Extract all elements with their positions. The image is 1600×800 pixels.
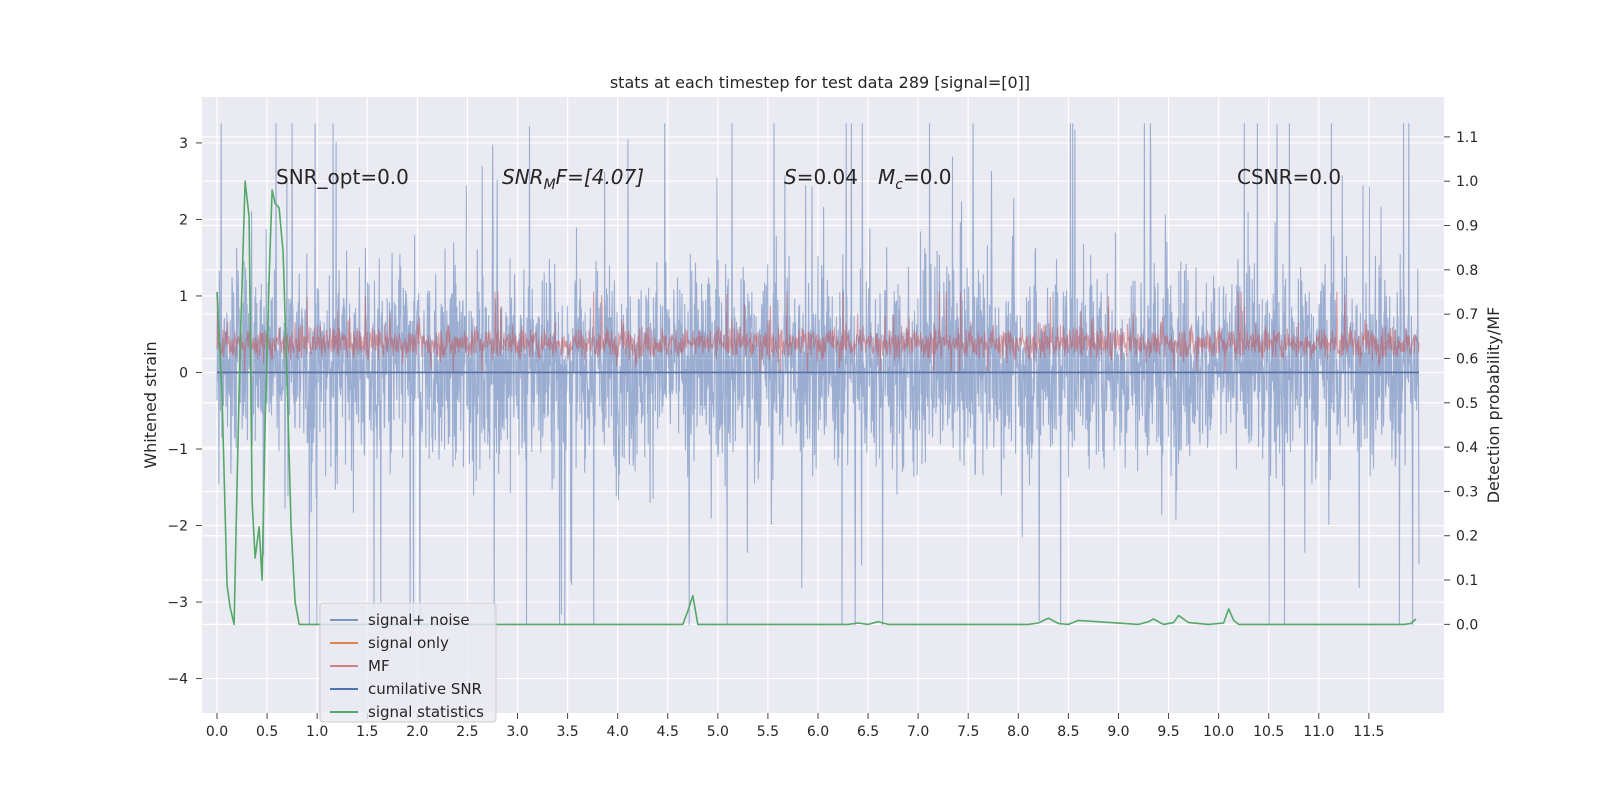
y-tick-label: 1 [179, 289, 188, 305]
x-tick-label: 9.0 [1107, 724, 1129, 740]
series-lines [216, 123, 1420, 626]
x-tick-label: 0.5 [256, 724, 278, 740]
x-tick-label: 8.5 [1057, 724, 1079, 740]
legend-entries: signal+ noise signal only MF cumilative SNR… [330, 611, 484, 721]
y-tick-label: 2 [179, 212, 188, 228]
y2-tick-label: 0.5 [1456, 396, 1478, 412]
y-tick-label: 0 [179, 365, 188, 381]
x-tick-label: 1.0 [306, 724, 328, 740]
legend: signal+ noise signal only MF cumilative SNR… [319, 602, 497, 723]
legend-label: cumilative SNR [368, 680, 482, 698]
y2-axis-label: Detection probability/MF [1484, 307, 1503, 504]
y2-tick-label: 0.9 [1456, 219, 1478, 235]
x-tick-label: 5.0 [707, 724, 729, 740]
legend-label: signal only [368, 634, 449, 652]
series-line-4 [216, 180, 1417, 626]
y2-tick-label: 0.1 [1456, 573, 1478, 589]
annotation-snr-opt: SNR_opt=0.0 [276, 165, 409, 189]
y-tick-label: −4 [167, 672, 188, 688]
series-line-2 [216, 291, 1420, 373]
x-tick-label: 7.0 [907, 724, 929, 740]
y-tick-label: −2 [167, 519, 188, 535]
x-tick-label: 6.5 [857, 724, 879, 740]
y2-tick-label: 0.8 [1456, 263, 1478, 279]
legend-label: signal+ noise [368, 611, 470, 629]
y-tick-label: 3 [179, 136, 188, 152]
x-tick-label: 11.5 [1353, 724, 1384, 740]
annotation-snr-mf: SNRMF=[4.07] [502, 165, 644, 193]
x-tick-label: 11.0 [1303, 724, 1334, 740]
x-tick-label: 9.5 [1157, 724, 1179, 740]
annotation-csnr: CSNR=0.0 [1237, 165, 1341, 189]
y2-tick-label: 0.4 [1456, 440, 1478, 456]
x-tick-label: 2.5 [456, 724, 478, 740]
x-tick-label: 3.0 [506, 724, 528, 740]
x-tick-label: 6.0 [807, 724, 829, 740]
x-tick-label: 1.5 [356, 724, 378, 740]
y2-tick-label: 0.0 [1456, 617, 1478, 633]
y2-tick-label: 0.3 [1456, 484, 1478, 500]
legend-label: signal statistics [368, 703, 484, 721]
y-tick-label: −3 [167, 595, 188, 611]
x-tick-label: 4.0 [607, 724, 629, 740]
x-tick-label: 4.5 [657, 724, 679, 740]
x-tick-label: 7.5 [957, 724, 979, 740]
y2-tick-label: 1.0 [1456, 174, 1478, 190]
annotation-mc: Mc=0.0 [878, 165, 952, 193]
annotation-s: S=0.04 [784, 165, 858, 189]
y2-tick-label: 0.7 [1456, 307, 1478, 323]
y-axis-ticks: 3 2 1 0 −1 −2 −3 −4 [167, 136, 202, 688]
series-line-0 [216, 123, 1420, 626]
x-tick-label: 10.0 [1203, 724, 1234, 740]
grid-lines [202, 97, 1444, 713]
x-tick-label: 3.5 [556, 724, 578, 740]
legend-box [319, 602, 497, 723]
legend-label: MF [368, 657, 390, 675]
y-tick-label: −1 [167, 442, 188, 458]
x-tick-label: 8.0 [1007, 724, 1029, 740]
x-tick-label: 2.0 [406, 724, 428, 740]
y2-axis-ticks: 1.1 1.0 0.9 0.8 0.7 0.6 0.5 0.4 0.3 0.2 0.1 0.0 [1444, 130, 1478, 633]
y2-tick-label: 0.6 [1456, 351, 1478, 367]
chart-title: stats at each timestep for test data 289… [610, 73, 1030, 92]
x-tick-label: 10.5 [1253, 724, 1284, 740]
x-tick-label: 0.0 [206, 724, 228, 740]
y2-tick-label: 1.1 [1456, 130, 1478, 146]
x-axis-ticks: 0.0 0.5 1.0 1.5 2.0 2.5 3.0 3.5 4.0 4.5 5.0 5.5 6.0 6… [206, 713, 1384, 740]
y2-tick-label: 0.2 [1456, 529, 1478, 545]
x-tick-label: 5.5 [757, 724, 779, 740]
y-axis-label: Whitened strain [141, 341, 160, 468]
